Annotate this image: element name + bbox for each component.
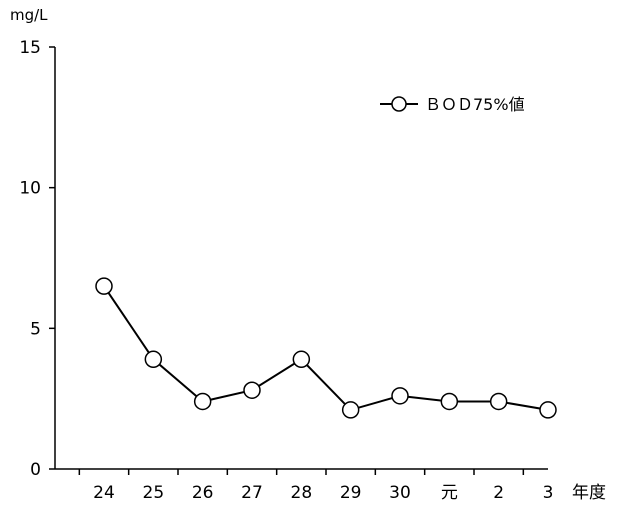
data-point	[292, 350, 311, 369]
x-tick-label: 元	[441, 483, 458, 503]
data-point	[95, 277, 113, 295]
series-line	[103, 285, 549, 412]
x-axis-label: 年度	[572, 483, 606, 503]
x-ticks: 24 25 26 27 28 29 30 元 2 3	[78, 469, 554, 503]
y-tick-label: 10	[19, 179, 41, 199]
legend-label: ＢＯＤ75%値	[425, 95, 525, 114]
x-tick-label: 26	[192, 483, 214, 503]
x-tick-label: 25	[143, 483, 165, 503]
series-layer	[95, 277, 557, 419]
x-tick-label: 28	[291, 483, 313, 503]
data-point	[539, 401, 557, 419]
data-point	[193, 392, 212, 411]
data-point	[243, 381, 261, 399]
y-axis-unit-label: mg/L	[10, 6, 48, 24]
legend: ＢＯＤ75%値	[380, 95, 525, 114]
x-tick-label: 27	[241, 483, 263, 503]
data-point	[144, 350, 163, 369]
x-tick-label: 30	[389, 483, 411, 503]
x-tick-label: 24	[93, 483, 115, 503]
x-tick-label: 2	[493, 483, 504, 503]
legend-marker	[391, 96, 407, 112]
axes	[54, 47, 548, 470]
x-tick-label: 29	[340, 483, 362, 503]
y-tick-label: 15	[19, 38, 41, 58]
y-tick-label: 5	[30, 319, 41, 339]
data-point	[391, 387, 409, 405]
y-tick-label: 0	[30, 460, 41, 480]
y-ticks: 0 5 10 15	[19, 38, 55, 480]
x-tick-label: 3	[543, 483, 554, 503]
data-point	[489, 392, 508, 411]
data-point	[341, 401, 360, 419]
data-point	[440, 392, 459, 411]
